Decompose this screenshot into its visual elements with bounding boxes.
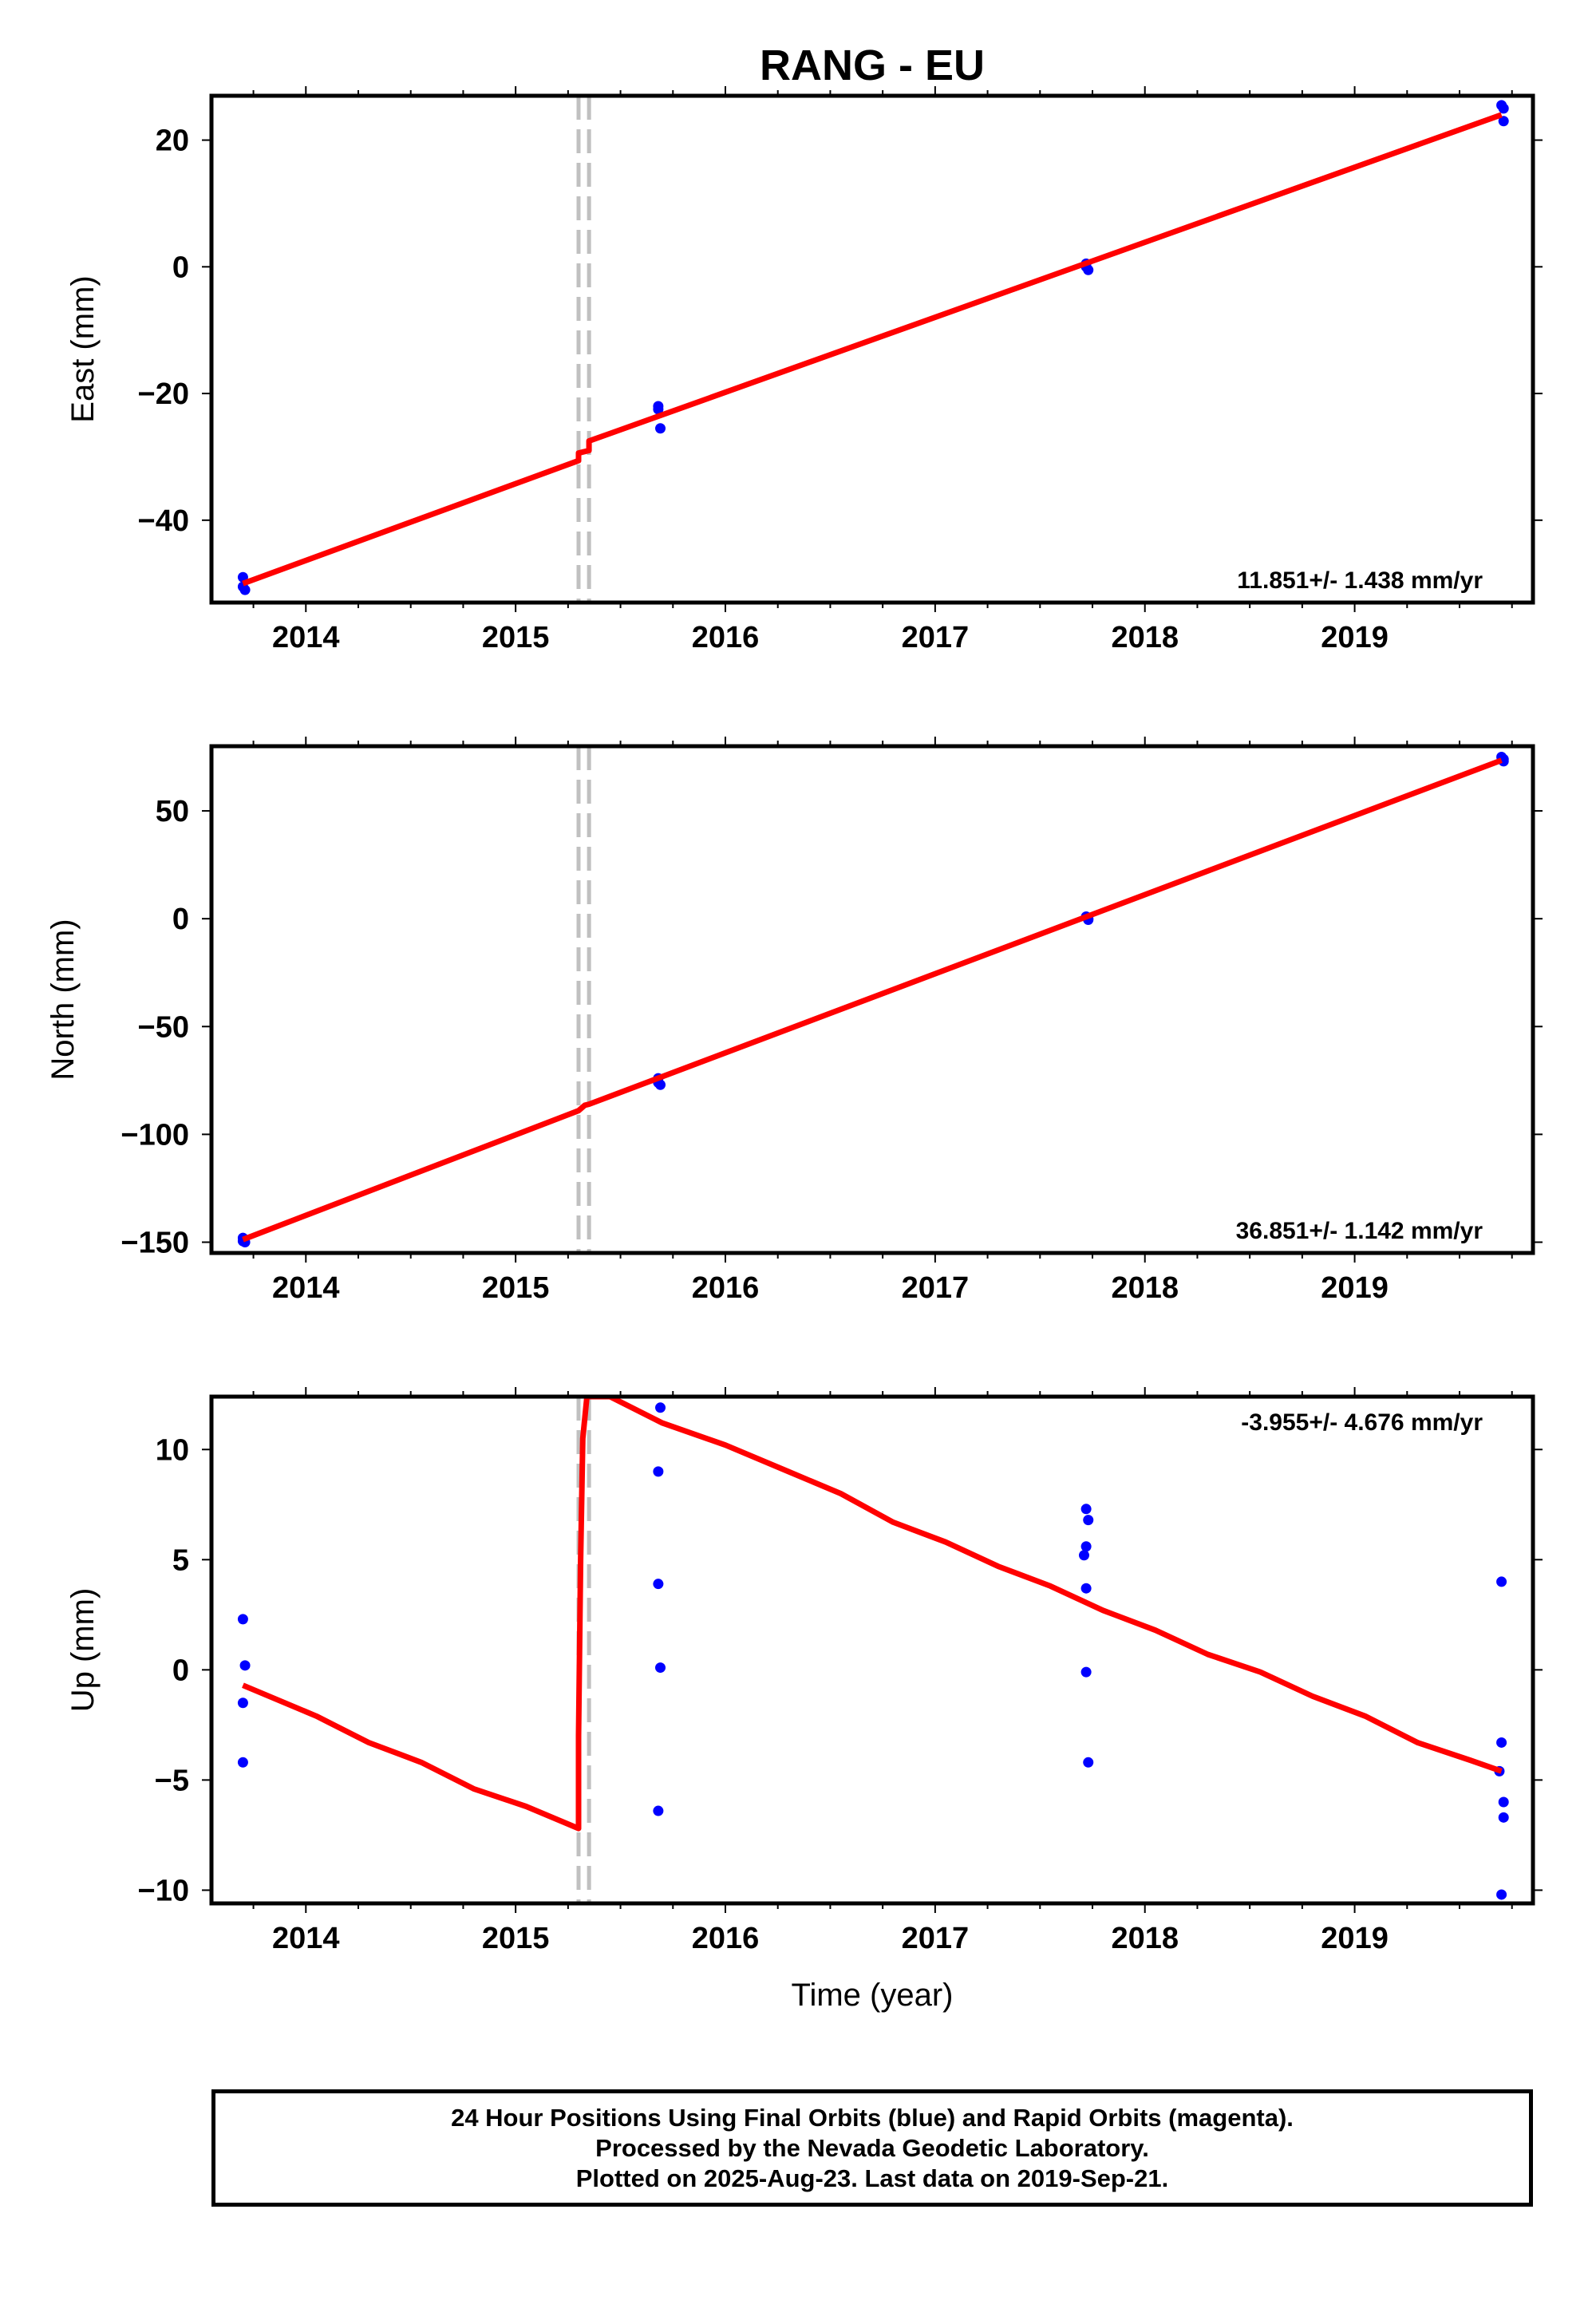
plot-frame bbox=[209, 93, 1535, 605]
data-point bbox=[1498, 756, 1509, 767]
data-point bbox=[1496, 1576, 1507, 1587]
y-tick-label: 20 bbox=[156, 124, 189, 158]
data-point bbox=[1083, 1757, 1094, 1768]
data-point bbox=[1083, 264, 1094, 275]
y-axis-title: North (mm) bbox=[45, 919, 81, 1080]
velocity-label: -3.955+/- 4.676 mm/yr bbox=[1241, 1409, 1483, 1436]
data-point bbox=[653, 1466, 664, 1477]
x-tick-label: 2015 bbox=[482, 1922, 550, 1955]
data-point bbox=[655, 1662, 666, 1674]
panel-1: 2014 2015 2016 2017 2018 2019 −40 −20 0 20 East (m… bbox=[65, 86, 1543, 654]
y-tick-label: 5 bbox=[172, 1543, 189, 1577]
x-tick-label: 2018 bbox=[1111, 1922, 1179, 1955]
y-tick-label: −5 bbox=[155, 1764, 189, 1797]
velocity-label: 11.851+/- 1.438 mm/yr bbox=[1237, 567, 1483, 594]
x-tick-label: 2016 bbox=[692, 621, 760, 654]
footer-line-processed: Processed by the Nevada Geodetic Laborat… bbox=[595, 2133, 1149, 2162]
data-point bbox=[653, 404, 664, 415]
model-trend-line bbox=[242, 757, 1503, 1243]
x-tick-label: 2018 bbox=[1111, 621, 1179, 654]
panel-2: 2014 2015 2016 2017 2018 2019 −150 −100 −50 0 50 No… bbox=[45, 737, 1543, 1305]
y-tick-label: −40 bbox=[138, 504, 189, 538]
data-point bbox=[655, 1402, 666, 1413]
footer-line-orbits: 24 Hour Positions Using Final Orbits (bl… bbox=[451, 2103, 1294, 2132]
velocity-label: 36.851+/- 1.142 mm/yr bbox=[1236, 1218, 1483, 1244]
data-point bbox=[653, 1805, 664, 1816]
y-tick-label: −50 bbox=[138, 1010, 189, 1044]
y-axis-title: East (mm) bbox=[65, 275, 101, 422]
x-tick-label: 2015 bbox=[482, 621, 550, 654]
data-point bbox=[1080, 1504, 1092, 1515]
x-tick-label: 2014 bbox=[272, 1922, 340, 1955]
data-point bbox=[1498, 1796, 1509, 1808]
plot-frame bbox=[209, 1394, 1535, 1906]
data-point bbox=[653, 1579, 664, 1590]
data-point bbox=[1498, 116, 1509, 127]
x-tick-label: 2016 bbox=[692, 1271, 760, 1305]
x-tick-label: 2018 bbox=[1111, 1271, 1179, 1305]
data-point bbox=[1080, 1541, 1092, 1552]
y-tick-label: 0 bbox=[172, 1654, 189, 1687]
footer-caption-box: 24 Hour Positions Using Final Orbits (bl… bbox=[211, 2089, 1533, 2207]
data-point bbox=[1080, 1666, 1092, 1678]
plot-frame bbox=[209, 744, 1535, 1255]
x-tick-label: 2015 bbox=[482, 1271, 550, 1305]
x-tick-label: 2017 bbox=[902, 1922, 970, 1955]
data-point bbox=[1498, 103, 1509, 114]
x-tick-label: 2014 bbox=[272, 1271, 340, 1305]
x-tick-label: 2016 bbox=[692, 1922, 760, 1955]
data-point bbox=[1078, 1550, 1089, 1561]
model-trend-line bbox=[242, 1397, 1503, 1832]
model-trend-line bbox=[242, 112, 1503, 587]
panel-3: 2014 2015 2016 2017 2018 2019 −10 −5 0 5 10 Up (mm)… bbox=[65, 1387, 1543, 1955]
data-point bbox=[1496, 1889, 1507, 1900]
data-point bbox=[1498, 1812, 1509, 1823]
x-tick-label: 2017 bbox=[902, 1271, 970, 1305]
chart-title: RANG - EU bbox=[760, 41, 985, 89]
y-tick-label: 50 bbox=[156, 795, 189, 828]
data-point bbox=[239, 1660, 251, 1671]
x-tick-label: 2019 bbox=[1321, 1271, 1389, 1305]
x-tick-label: 2014 bbox=[272, 621, 340, 654]
data-point bbox=[1083, 1515, 1094, 1526]
data-point bbox=[1080, 1583, 1092, 1594]
data-point bbox=[237, 1697, 248, 1709]
y-tick-label: −10 bbox=[138, 1874, 189, 1907]
y-axis-title: Up (mm) bbox=[65, 1588, 101, 1713]
data-point bbox=[237, 1757, 248, 1768]
data-point bbox=[237, 1614, 248, 1625]
x-axis-title: Time (year) bbox=[792, 1978, 954, 2013]
y-tick-label: −150 bbox=[120, 1226, 189, 1259]
x-tick-label: 2019 bbox=[1321, 621, 1389, 654]
y-tick-label: 0 bbox=[172, 903, 189, 936]
y-tick-label: 10 bbox=[156, 1433, 189, 1467]
data-point bbox=[655, 1079, 666, 1090]
x-tick-label: 2017 bbox=[902, 621, 970, 654]
data-point bbox=[655, 423, 666, 434]
y-tick-label: −100 bbox=[120, 1118, 189, 1152]
y-tick-label: 0 bbox=[172, 251, 189, 284]
x-tick-label: 2019 bbox=[1321, 1922, 1389, 1955]
y-tick-label: −20 bbox=[138, 377, 189, 411]
footer-line-plotted: Plotted on 2025-Aug-23. Last data on 201… bbox=[575, 2164, 1169, 2192]
data-point bbox=[239, 584, 251, 595]
data-point bbox=[1496, 1737, 1507, 1748]
